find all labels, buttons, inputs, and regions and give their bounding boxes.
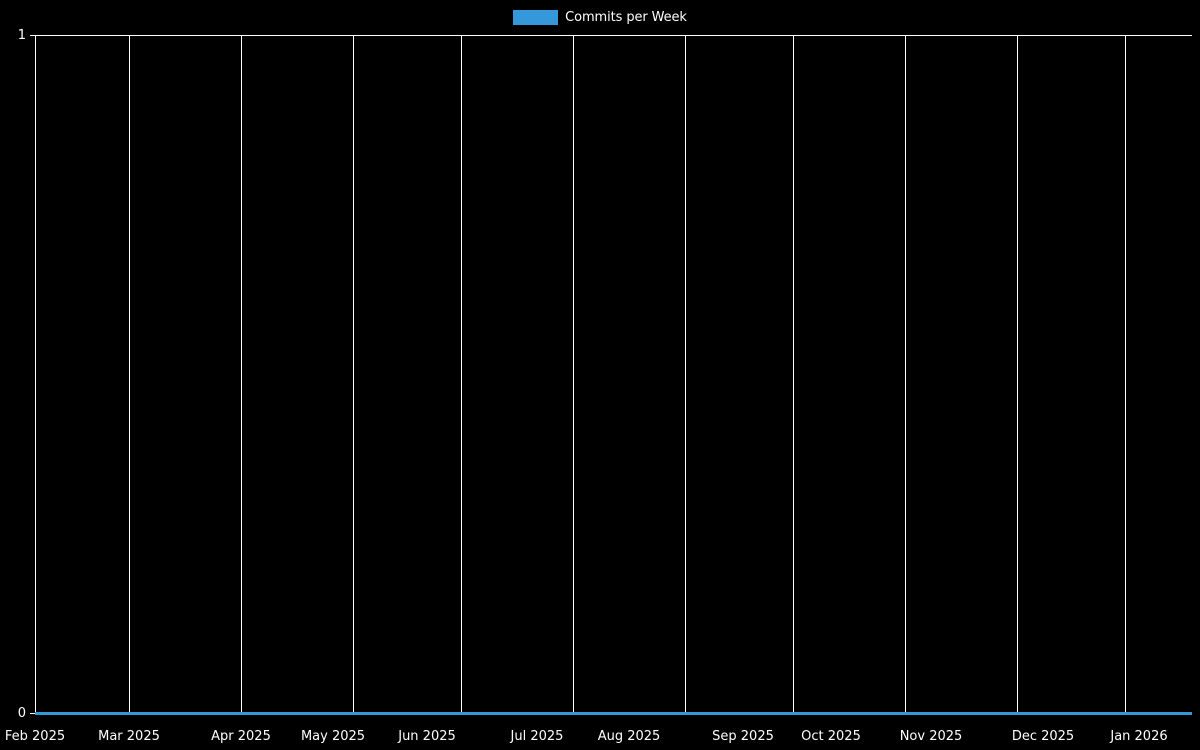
y-axis-line — [35, 35, 36, 714]
gridline-vertical — [1017, 35, 1018, 712]
gridline-vertical — [1125, 35, 1126, 712]
x-tick-label: Jan 2026 — [1110, 729, 1168, 744]
gridline-vertical — [685, 35, 686, 712]
chart-legend: Commits per Week — [0, 0, 1200, 34]
y-tick-label-0: 0 — [17, 706, 26, 721]
gridline-vertical — [573, 35, 574, 712]
x-tick-label: Feb 2025 — [4, 729, 66, 744]
x-tick-label: Aug 2025 — [597, 729, 661, 744]
x-tick-label: Dec 2025 — [1011, 729, 1075, 744]
y-tick-mark-0 — [30, 713, 35, 714]
x-tick-label: Jul 2025 — [510, 729, 564, 744]
gridline-vertical — [129, 35, 130, 712]
gridline-vertical — [241, 35, 242, 712]
legend-label-commits-per-week[interactable]: Commits per Week — [565, 9, 687, 25]
gridline-vertical — [905, 35, 906, 712]
y-tick-label-1: 1 — [17, 28, 26, 43]
legend-swatch-commits-per-week[interactable] — [513, 9, 559, 25]
y-tick-mark-1 — [30, 35, 35, 36]
x-tick-label: May 2025 — [300, 729, 366, 744]
series-line-commits-per-week — [35, 712, 1192, 715]
x-tick-label: Apr 2025 — [211, 729, 271, 744]
x-tick-label: Oct 2025 — [801, 729, 861, 744]
x-tick-label: Nov 2025 — [899, 729, 963, 744]
gridline-vertical — [461, 35, 462, 712]
x-tick-label: Sep 2025 — [712, 729, 774, 744]
x-tick-label: Jun 2025 — [398, 729, 456, 744]
x-tick-label: Mar 2025 — [98, 729, 160, 744]
axis-top-gridline — [35, 35, 1192, 36]
gridline-vertical — [353, 35, 354, 712]
gridline-vertical — [793, 35, 794, 712]
